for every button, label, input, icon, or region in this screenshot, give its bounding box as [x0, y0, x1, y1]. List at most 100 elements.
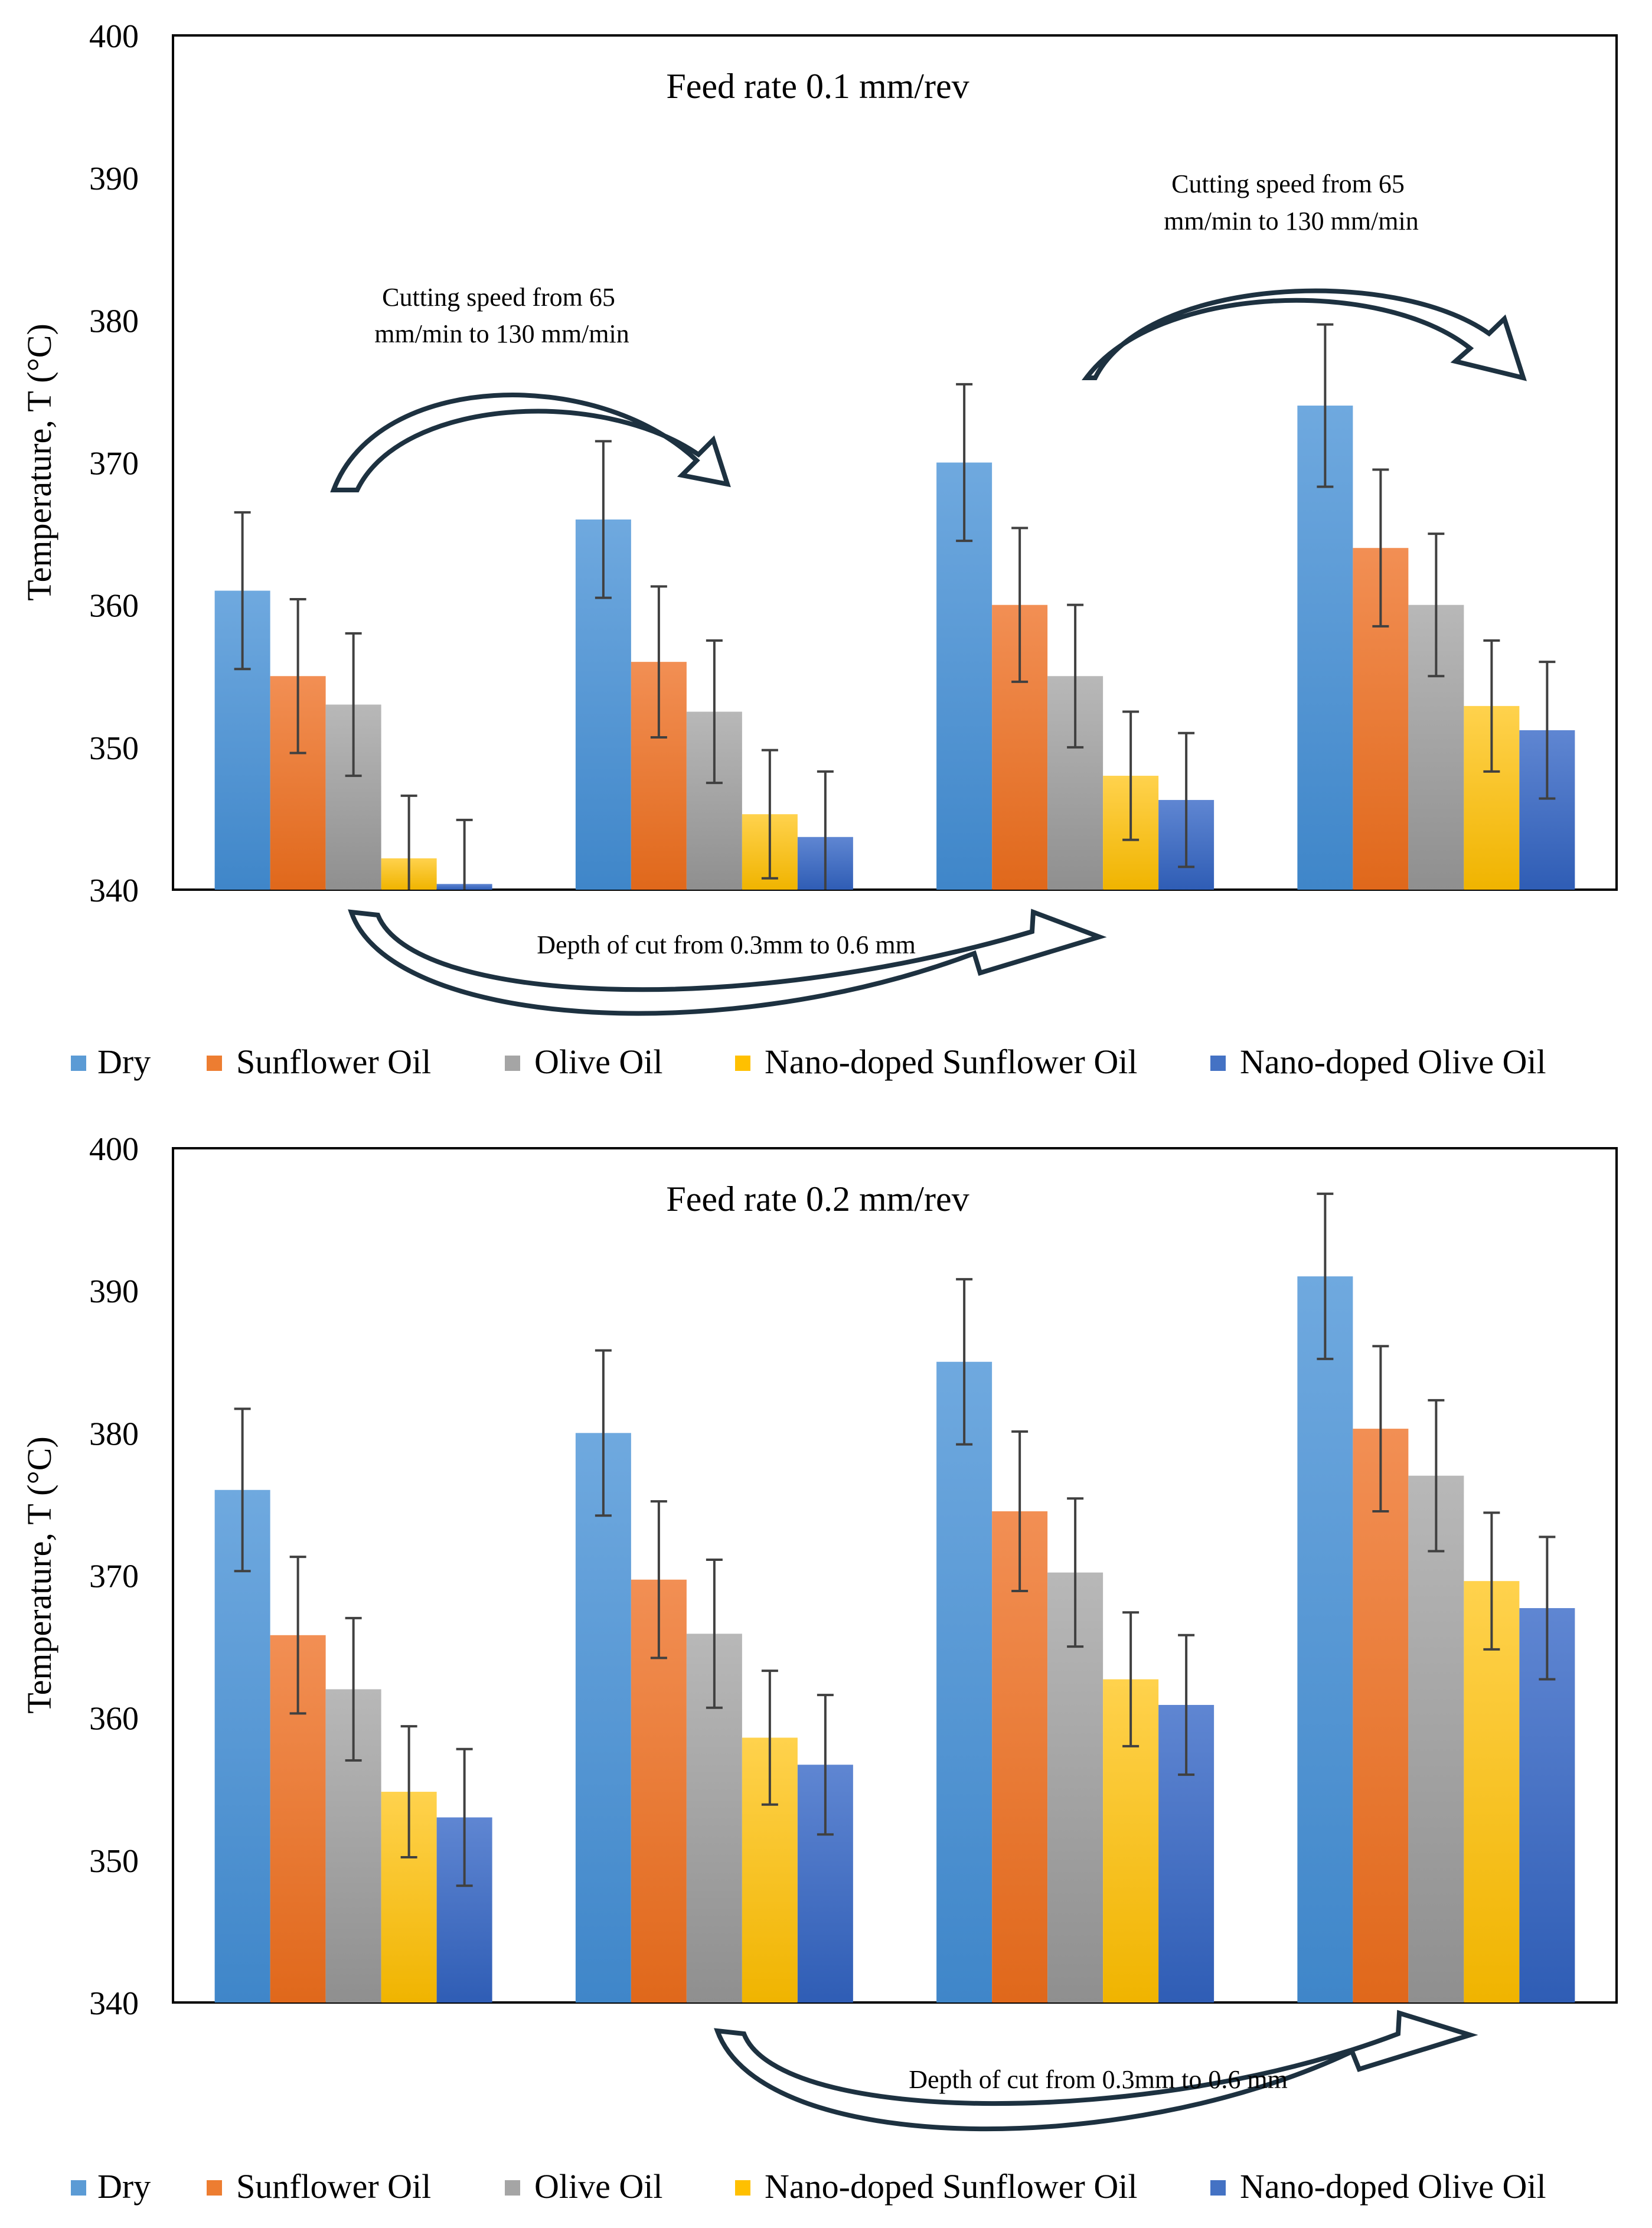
y-tick-label: 380 [89, 303, 139, 339]
error-bar [456, 818, 473, 890]
error-bar [1428, 1399, 1445, 1553]
error-bar [1067, 1497, 1084, 1648]
error-bar [289, 1556, 306, 1715]
error-bar [234, 511, 251, 671]
y-tick-label: 360 [89, 588, 139, 625]
annotation-cutting-speed: Cutting speed from 65 mm/min to 130 mm/m… [374, 283, 629, 348]
bar-dry [1297, 1276, 1353, 2002]
annotation-cutting-speed: Cutting speed from 65 mm/min to 130 mm/m… [1164, 169, 1418, 236]
error-bar [1372, 1345, 1389, 1512]
y-tick-label: 400 [89, 18, 139, 55]
legend-swatch [207, 1056, 222, 1071]
cutting-speed-arrow-icon [330, 393, 731, 492]
annotation-line: Cutting speed from 65 [1171, 169, 1405, 198]
error-bar [956, 1278, 973, 1446]
error-bar [1122, 710, 1140, 841]
y-tick-label: 340 [89, 873, 139, 909]
legend-label: Sunflower Oil [236, 1043, 431, 1081]
bars [214, 1276, 1575, 2002]
y-tick-label: 340 [89, 1985, 139, 2022]
legend-swatch [735, 1056, 750, 1071]
error-bar [1428, 533, 1445, 678]
legend-label: Dry [97, 2167, 151, 2206]
legend-label: Nano-doped Sunflower Oil [765, 2167, 1137, 2206]
error-bar [456, 1747, 473, 1887]
legend-label: Olive Oil [534, 2167, 662, 2206]
bar-dry [936, 1361, 992, 2002]
annotation-depth-of-cut: Depth of cut from 0.3mm to 0.6 mm [909, 2065, 1288, 2094]
error-bar [1011, 1430, 1029, 1593]
error-bar [761, 749, 778, 880]
error-bars [234, 1193, 1556, 1887]
error-bar [1483, 639, 1500, 773]
y-tick-labels: 340 350 360 370 380 390 400 [89, 18, 139, 909]
error-bars [234, 323, 1556, 890]
legend-swatch [71, 1056, 86, 1071]
legend-label: Sunflower Oil [236, 2167, 431, 2206]
legend-swatch [1210, 1056, 1226, 1071]
legend-swatch [207, 2180, 222, 2196]
cutting-speed-arrow-icon [1081, 288, 1527, 381]
error-bar [650, 1500, 667, 1659]
chart-feed-0-1: 340 350 360 370 380 390 400 Temperature, T (°C… [20, 18, 1618, 1081]
y-tick-label: 370 [89, 446, 139, 482]
depth-of-cut-arrow-icon [348, 909, 1107, 1016]
chart-title: Feed rate 0.1 mm/rev [666, 67, 969, 106]
error-bar [706, 1558, 723, 1709]
error-bar [761, 1670, 778, 1806]
y-tick-labels: 340 350 360 370 380 390 400 [89, 1131, 139, 2022]
y-tick-label: 370 [89, 1559, 139, 1595]
error-bar [1317, 323, 1334, 488]
legend-label: Dry [97, 1043, 151, 1081]
legend-swatch [505, 1056, 520, 1071]
y-axis-label: Temperature, T (°C) [20, 324, 58, 601]
legend-label: Olive Oil [534, 1043, 662, 1081]
y-tick-label: 380 [89, 1416, 139, 1452]
error-bar [1067, 603, 1084, 749]
legend-label: Nano-doped Olive Oil [1240, 1043, 1546, 1081]
chart-feed-0-2: 340 350 360 370 380 390 400 Temperature, T (°C… [20, 1131, 1618, 2206]
error-bar [1317, 1193, 1334, 1360]
y-tick-label: 350 [89, 730, 139, 767]
error-bar [345, 632, 362, 777]
bar-nano-doped-sunflower-oil [1464, 1581, 1520, 2002]
error-bar [817, 770, 834, 890]
y-tick-label: 390 [89, 1273, 139, 1310]
error-bar [1178, 1634, 1195, 1776]
y-axis-label: Temperature, T (°C) [20, 1436, 58, 1714]
error-bar [650, 585, 667, 739]
error-bar [956, 383, 973, 543]
y-tick-label: 360 [89, 1701, 139, 1737]
bar-sunflower-oil [1353, 1429, 1409, 2002]
bar-sunflower-oil [992, 1511, 1048, 2002]
error-bar [817, 1694, 834, 1836]
depth-of-cut-arrow-icon [714, 2010, 1478, 2132]
error-bar [1483, 1511, 1500, 1651]
legend-label: Nano-doped Olive Oil [1240, 2167, 1546, 2206]
error-bar [234, 1407, 251, 1573]
error-bar [1372, 468, 1389, 628]
legend-swatch [735, 2180, 750, 2196]
error-bar [1539, 1536, 1556, 1681]
error-bar [400, 1725, 417, 1859]
legend-swatch [1210, 2180, 1226, 2196]
annotation-line: Cutting speed from 65 [382, 283, 615, 312]
error-bar [595, 1349, 612, 1517]
chart-title: Feed rate 0.2 mm/rev [666, 1180, 969, 1218]
annotation-line: mm/min to 130 mm/min [374, 319, 629, 348]
annotation-depth-of-cut: Depth of cut from 0.3mm to 0.6 mm [537, 930, 916, 959]
legend-swatch [505, 2180, 520, 2196]
error-bar [345, 1616, 362, 1762]
legend: Dry Sunflower Oil Olive Oil Nano-doped Sunf… [71, 2167, 1546, 2206]
error-bar [1011, 527, 1029, 683]
error-bar [706, 639, 723, 785]
error-bar [289, 598, 306, 754]
annotation-line: mm/min to 130 mm/min [1164, 207, 1418, 236]
bars [214, 406, 1575, 890]
legend: Dry Sunflower Oil Olive Oil Nano-doped Sunf… [71, 1043, 1546, 1081]
bar-olive-oil [1408, 1475, 1464, 2002]
legend-label: Nano-doped Sunflower Oil [765, 1043, 1137, 1081]
bar-dry [214, 1489, 270, 2002]
error-bar [1122, 1611, 1140, 1747]
